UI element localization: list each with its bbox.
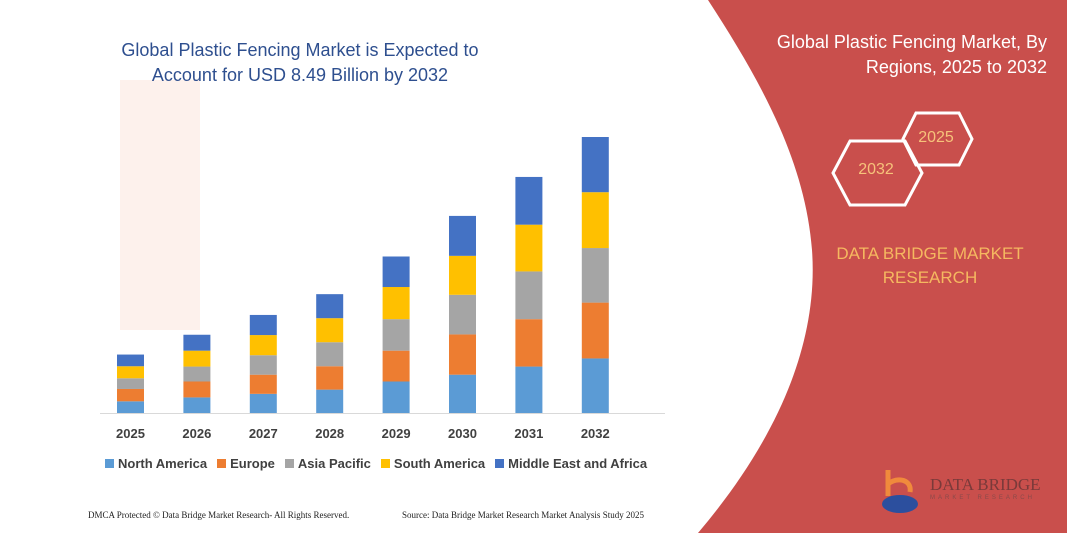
bars [117,137,609,413]
bar-segment-south-america [183,350,211,367]
bar-segment-south-america [382,287,410,320]
legend-label: South America [393,456,486,471]
legend-item: Asia Pacific [284,456,371,471]
brand-name: DATA BRIDGE MARKET RESEARCH [836,244,1024,287]
bar-segment-middle-east-and-africa [183,334,211,351]
bar-segment-north-america [249,393,277,413]
legend-item: Europe [217,456,275,471]
x-tick-label: 2032 [580,426,610,441]
bar-segment-middle-east-and-africa [249,314,277,336]
page-title: Global Plastic Fencing Market is Expecte… [121,40,479,85]
legend-item: South America [380,456,486,471]
hexagon-icon [901,111,974,167]
logo-text: DATA BRIDGE [930,475,1041,494]
legend-swatch [380,459,390,468]
legend-swatch [217,459,227,468]
source-text: Source: Data Bridge Market Research Mark… [402,510,644,520]
bar-segment-north-america [581,358,609,413]
bar-segment-asia-pacific [249,355,277,375]
bar-segment-asia-pacific [581,248,609,303]
x-tick-label: 2029 [381,426,411,441]
bar-segment-south-america [117,366,144,379]
bar-segment-north-america [316,389,344,413]
logo-subtext: MARKET RESEARCH [930,495,1035,501]
red-panel [698,0,1067,533]
data-bridge-logo-icon [882,470,918,513]
legend: North America Europe Asia Pacific South … [105,456,647,471]
legend-item: North America [105,456,207,471]
copyright-text: DMCA Protected © Data Bridge Market Rese… [88,510,350,520]
bar-segment-middle-east-and-africa [581,137,609,193]
bar-segment-middle-east-and-africa [316,294,344,319]
bar-segment-europe [382,350,410,382]
bar-segment-asia-pacific [183,366,211,382]
bar-segment-middle-east-and-africa [449,215,476,256]
x-tick-label: 2031 [514,426,544,441]
bar-segment-north-america [382,381,410,413]
legend-label: Middle East and Africa [508,456,648,471]
bar-segment-europe [249,374,277,394]
bar-segment-europe [449,334,476,375]
x-tick-label: 2030 [448,426,477,441]
x-tick-label: 2028 [315,426,345,441]
bar-segment-middle-east-and-africa [117,354,144,367]
bar-segment-asia-pacific [117,378,144,389]
legend-label: Europe [230,456,275,471]
bar-segment-south-america [316,318,344,343]
legend-swatch [284,459,294,468]
legend-label: Asia Pacific [297,456,371,471]
bar-segment-europe [515,319,543,367]
bar-segment-middle-east-and-africa [515,176,543,225]
legend-label: North America [118,456,208,471]
bar-segment-south-america [449,255,476,295]
x-tick-label: 2025 [116,426,145,441]
bar-segment-north-america [515,366,543,413]
legend-swatch [495,459,505,468]
bar-segment-asia-pacific [515,271,543,320]
bar-segment-north-america [183,397,211,413]
start-year-badge: 2025 [918,129,954,146]
bar-segment-north-america [449,374,476,413]
bar-segment-europe [316,366,344,390]
bar-segment-north-america [117,401,144,413]
x-tick-label: 2026 [182,426,212,441]
bar-segment-europe [117,388,144,402]
legend-swatch [105,459,114,468]
bar-segment-asia-pacific [382,319,410,351]
panel-title: Global Plastic Fencing Market, By Region… [776,32,1047,77]
bar-segment-europe [581,302,609,359]
bar-segment-asia-pacific [449,294,476,335]
watermark-logo [120,80,200,330]
bar-segment-europe [183,381,211,398]
bar-segment-south-america [249,335,277,356]
bar-segment-asia-pacific [316,342,344,367]
legend-item: Middle East and Africa [495,456,647,471]
bar-segment-south-america [515,224,543,272]
x-tick-label: 2027 [248,426,278,441]
bar-segment-middle-east-and-africa [382,256,410,288]
end-year-badge: 2032 [858,161,894,178]
bar-segment-south-america [581,192,609,249]
